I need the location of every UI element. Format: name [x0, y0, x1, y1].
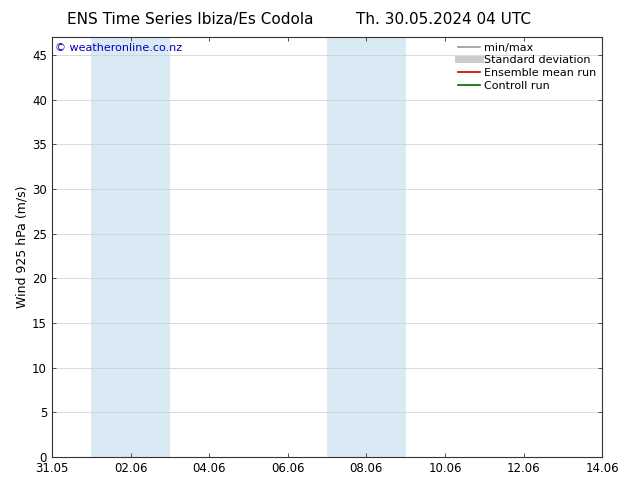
Bar — [327, 37, 406, 457]
Y-axis label: Wind 925 hPa (m/s): Wind 925 hPa (m/s) — [15, 186, 28, 308]
Text: © weatheronline.co.nz: © weatheronline.co.nz — [55, 43, 182, 53]
Legend: min/max, Standard deviation, Ensemble mean run, Controll run: min/max, Standard deviation, Ensemble me… — [455, 40, 599, 93]
Text: Th. 30.05.2024 04 UTC: Th. 30.05.2024 04 UTC — [356, 12, 531, 27]
Text: ENS Time Series Ibiza/Es Codola: ENS Time Series Ibiza/Es Codola — [67, 12, 313, 27]
Bar — [91, 37, 170, 457]
